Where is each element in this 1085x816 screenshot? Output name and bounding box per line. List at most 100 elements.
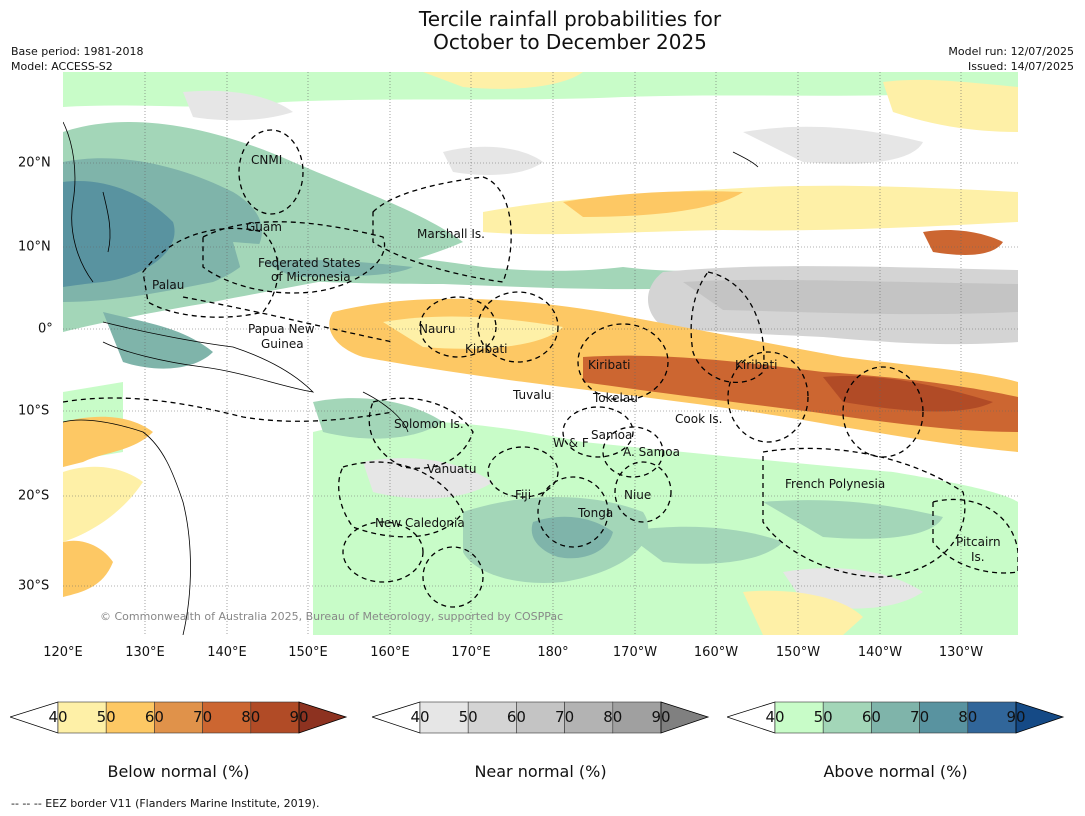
model-name: Model: ACCESS-S2: [11, 60, 113, 73]
colorbar-tick: 70: [555, 708, 575, 726]
issued-date: Issued: 14/07/2025: [967, 60, 1074, 73]
region-label: Kiribati: [588, 358, 630, 372]
x-tick: 130°E: [125, 645, 165, 660]
colorbar-segment: [57, 701, 107, 734]
x-tick: 170°W: [612, 645, 658, 660]
x-tick: 180°: [537, 645, 569, 660]
region-label: French Polynesia: [785, 477, 885, 491]
colorbar-title: Near normal (%): [474, 762, 607, 781]
colorbar-segment: [919, 701, 969, 734]
base-period: Base period: 1981-2018: [11, 45, 144, 58]
x-tick: 160°E: [370, 645, 410, 660]
x-tick: 130°W: [938, 645, 984, 660]
footnote: -- -- -- EEZ border V11 (Flanders Marine…: [11, 797, 320, 810]
region-label: Tuvalu: [512, 388, 552, 402]
colorbar-tick: 60: [861, 708, 881, 726]
x-tick: 170°E: [451, 645, 491, 660]
region-label: Vanuatu: [427, 462, 477, 476]
colorbar-title: Above normal (%): [823, 762, 968, 781]
title-line-2: October to December 2025: [433, 30, 707, 54]
colorbar-2: [727, 701, 1065, 734]
region-labels: CNMI Guam Marshall Is. Federated States …: [152, 153, 1001, 564]
copyright-notice: © Commonwealth of Australia 2025, Bureau…: [100, 610, 564, 623]
region-label: Samoa: [591, 428, 632, 442]
region-label: CNMI: [251, 153, 282, 167]
region-label: Pitcairn: [956, 535, 1001, 549]
rainfall-map: CNMI Guam Marshall Is. Federated States …: [63, 72, 1018, 635]
region-label: A. Samoa: [623, 445, 680, 459]
colorbar-tick: 50: [458, 708, 478, 726]
colorbar-tick: 90: [1006, 708, 1026, 726]
colorbar-1: [372, 701, 710, 734]
graticule: [63, 72, 1018, 635]
x-tick: 150°E: [288, 645, 328, 660]
region-label: Solomon Is.: [394, 417, 464, 431]
region-label: Guinea: [261, 337, 304, 351]
coastlines: [63, 121, 759, 635]
meta-right: Model run: 12/07/2025 Issued: 14/07/2025: [948, 44, 1074, 74]
region-label: Papua New: [248, 322, 315, 336]
region-label: W & F: [553, 436, 589, 450]
colorbar-extend-high: [1015, 701, 1065, 734]
region-label: Cook Is.: [675, 412, 722, 426]
map-title: Tercile rainfall probabilities for Octob…: [0, 8, 1085, 54]
y-tick: 20°S: [18, 488, 50, 504]
y-tick: 10°N: [18, 239, 51, 255]
region-label: Palau: [152, 278, 184, 292]
colorbar-segment: [871, 701, 920, 734]
region-label: Federated States: [258, 256, 360, 270]
colorbar-segment: [250, 701, 300, 734]
y-tick: 20°N: [18, 155, 51, 171]
region-label: Kiribati: [465, 342, 507, 356]
colorbar-segment: [516, 701, 565, 734]
region-label: Is.: [971, 550, 985, 564]
colorbar-segment: [467, 701, 517, 734]
colorbar-tick: 40: [48, 708, 68, 726]
region-label: Niue: [624, 488, 651, 502]
colorbar-segment: [154, 701, 203, 734]
colorbar-tick: 50: [813, 708, 833, 726]
meta-left: Base period: 1981-2018 Model: ACCESS-S2: [11, 44, 143, 74]
below-normal-areas: [63, 72, 1018, 635]
colorbar-segment: [967, 701, 1017, 734]
colorbar-tick: 60: [506, 708, 526, 726]
colorbar-tick: 50: [96, 708, 116, 726]
model-run: Model run: 12/07/2025: [948, 45, 1074, 58]
x-tick: 150°W: [775, 645, 821, 660]
x-tick: 140°W: [857, 645, 903, 660]
colorbar-tick: 80: [603, 708, 623, 726]
y-tick: 30°S: [18, 578, 50, 594]
colorbar-extend-high: [660, 701, 710, 734]
region-label: Guam: [246, 220, 282, 234]
eez-borders: [63, 129, 1018, 608]
region-label: Tokelau: [592, 391, 638, 405]
x-tick: 140°E: [207, 645, 247, 660]
region-label: Kiribati: [735, 358, 777, 372]
x-tick: 160°W: [693, 645, 739, 660]
colorbar-tick: 40: [410, 708, 430, 726]
region-label: New Caledonia: [375, 516, 465, 530]
colorbar-tick: 70: [193, 708, 213, 726]
colorbar-tick: 60: [144, 708, 164, 726]
region-label: of Micronesia: [271, 270, 351, 284]
colorbar-tick: 80: [958, 708, 978, 726]
title-line-1: Tercile rainfall probabilities for: [418, 7, 722, 31]
colorbar-tick: 80: [241, 708, 261, 726]
y-tick: 0°: [38, 321, 53, 337]
region-label: Nauru: [419, 322, 455, 336]
x-tick: 120°E: [43, 645, 83, 660]
colorbar-tick: 40: [765, 708, 785, 726]
colorbar-tick: 90: [651, 708, 671, 726]
colorbar-segment: [822, 701, 872, 734]
map-canvas: CNMI Guam Marshall Is. Federated States …: [63, 72, 1018, 635]
region-label: Fiji: [515, 488, 531, 502]
colorbar-segment: [564, 701, 614, 734]
colorbar-tick: 70: [910, 708, 930, 726]
region-label: Marshall Is.: [417, 227, 485, 241]
colorbar-segment: [419, 701, 469, 734]
y-tick: 10°S: [18, 403, 50, 419]
colorbar-title: Below normal (%): [107, 762, 250, 781]
colorbar-extend-high: [298, 701, 348, 734]
region-label: Tonga: [577, 506, 613, 520]
colorbar-tick: 90: [289, 708, 309, 726]
